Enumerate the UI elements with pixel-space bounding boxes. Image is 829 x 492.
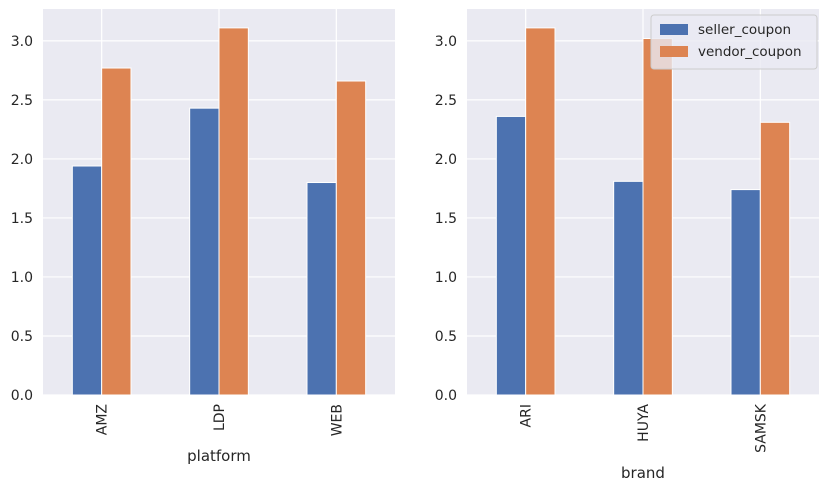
legend-label-vendor_coupon: vendor_coupon [698,44,802,60]
bar-seller_coupon-WEB [306,182,337,396]
y-tick-label: 0.5 [11,329,33,345]
x-axis-label: platform [187,447,251,465]
legend-box [650,14,818,70]
y-tick-label: 3.0 [11,34,33,50]
bar-vendor_coupon-ARI [525,27,556,396]
x-axis-label: brand [621,464,665,482]
y-tick-label: 0.5 [435,329,457,345]
bar-seller_coupon-LDP [189,107,220,396]
legend-swatch-vendor_coupon [660,46,688,57]
bar-seller_coupon-ARI [495,115,527,396]
y-ticks: 0.0 0.5 1.0 1.5 2.0 2.5 3.0 [11,34,33,404]
y-tick-label: 1.0 [11,270,33,286]
x-tick-label: ARI [519,404,535,427]
chart-brand: 0.0 0.5 1.0 1.5 2.0 2.5 3.0 ARI HUYA SAMSK brand se… [435,9,819,482]
y-tick-label: 2.0 [435,152,457,168]
y-tick-label: 1.5 [11,211,33,227]
bar-seller_coupon-AMZ [71,165,103,396]
y-tick-label: 1.0 [435,270,457,286]
bar-vendor_coupon-AMZ [101,67,132,396]
x-tick-label: HUYA [636,404,652,442]
bar-seller_coupon-HUYA [613,180,644,396]
y-tick-label: 2.0 [11,152,33,168]
y-tick-label: 3.0 [435,34,457,50]
bar-vendor_coupon-WEB [335,80,367,396]
y-tick-label: 0.0 [11,388,33,404]
bars [495,27,791,396]
bars [71,27,367,396]
y-tick-label: 2.5 [435,93,457,109]
x-tick-label: SAMSK [753,403,769,453]
bar-vendor_coupon-LDP [218,27,249,396]
legend-label-seller_coupon: seller_coupon [698,22,791,38]
x-tick-label: WEB [329,404,345,436]
x-ticks: AMZ LDP WEB [95,404,346,436]
y-tick-label: 2.5 [11,93,33,109]
bar-vendor_coupon-SAMSK [759,121,791,396]
chart-platform: 0.0 0.5 1.0 1.5 2.0 2.5 3.0 AMZ LDP WEB platform [11,9,395,465]
x-ticks: ARI HUYA SAMSK [519,403,770,453]
legend: seller_coupon vendor_coupon [650,14,818,70]
x-tick-label: AMZ [95,404,111,435]
bar-vendor_coupon-HUYA [642,38,673,396]
y-tick-label: 0.0 [435,388,457,404]
x-tick-label: LDP [212,404,228,431]
y-tick-label: 1.5 [435,211,457,227]
y-ticks: 0.0 0.5 1.0 1.5 2.0 2.5 3.0 [435,34,457,404]
bar-seller_coupon-SAMSK [730,189,761,396]
legend-swatch-seller_coupon [660,24,688,35]
